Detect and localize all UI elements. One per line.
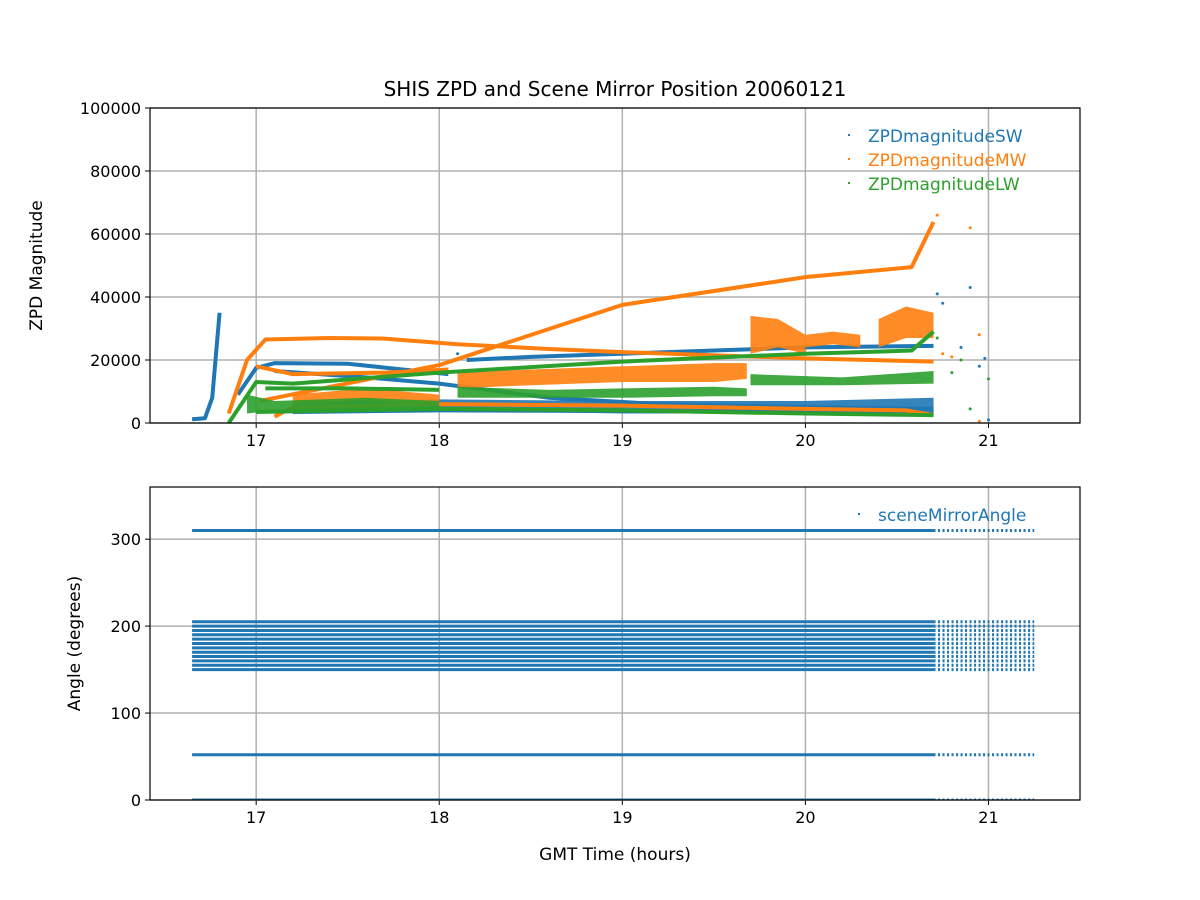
axes-frame bbox=[149, 486, 1081, 801]
y-tick-label: 100000 bbox=[80, 99, 141, 118]
scatter-track-ZPDmagnitudeMW bbox=[226, 335, 934, 415]
scatter-point-ZPDmagnitudeMW bbox=[977, 419, 981, 423]
scatter-point-ZPDmagnitudeSW bbox=[959, 345, 963, 349]
scatter-point-ZPDmagnitudeMW bbox=[968, 226, 972, 230]
x-axis-label: GMT Time (hours) bbox=[539, 845, 691, 865]
y-tick-label: 20000 bbox=[90, 351, 141, 370]
x-tick-label: 19 bbox=[612, 431, 632, 450]
legend-marker bbox=[858, 513, 860, 515]
y-tick-label: 60000 bbox=[90, 225, 141, 244]
x-tick-label: 18 bbox=[429, 431, 449, 450]
axes-frame bbox=[149, 107, 1081, 424]
scatter-band-ZPDmagnitudeMW bbox=[878, 306, 934, 348]
y-axis-label: ZPD Magnitude bbox=[27, 200, 47, 330]
y-tick-label: 40000 bbox=[90, 288, 141, 307]
legend-label: sceneMirrorAngle bbox=[878, 506, 1026, 526]
series-ZPDmagnitudeLW bbox=[227, 330, 990, 423]
scatter-point-ZPDmagnitudeSW bbox=[977, 364, 981, 368]
scatter-point-ZPDmagnitudeSW bbox=[983, 356, 987, 360]
legend-label: ZPDmagnitudeLW bbox=[868, 175, 1020, 195]
plot-area bbox=[191, 213, 990, 423]
scatter-point-ZPDmagnitudeSW bbox=[968, 286, 972, 290]
scatter-point-ZPDmagnitudeLW bbox=[950, 371, 954, 375]
scatter-track-ZPDmagnitudeLW bbox=[265, 386, 440, 392]
legend-marker bbox=[848, 134, 850, 136]
scatter-point-ZPDmagnitudeLW bbox=[968, 407, 972, 411]
y-tick-label: 0 bbox=[131, 791, 141, 810]
x-tick-label: 20 bbox=[795, 808, 815, 827]
top-axes-zpd-magnitude: 17 18 19 20 21 0 20000 40000 60000 80000 100000 ZPD… bbox=[27, 99, 1081, 450]
scatter-track-ZPDmagnitudeMW bbox=[255, 364, 449, 377]
scatter-track-ZPDmagnitudeSW bbox=[191, 312, 222, 422]
scatter-point-ZPDmagnitudeLW bbox=[959, 358, 963, 362]
series-sceneMirrorAngle bbox=[192, 528, 1035, 800]
y-tick-label: 0 bbox=[131, 414, 141, 433]
x-tick-label: 21 bbox=[978, 808, 998, 827]
x-tick-label: 19 bbox=[612, 808, 632, 827]
y-tick-label: 200 bbox=[110, 617, 141, 636]
scatter-point-ZPDmagnitudeLW bbox=[935, 336, 939, 340]
x-tick-label: 21 bbox=[978, 431, 998, 450]
plot-area bbox=[192, 528, 1035, 800]
scatter-point-ZPDmagnitudeLW bbox=[986, 377, 990, 381]
scatter-point-ZPDmagnitudeMW bbox=[977, 333, 981, 337]
scatter-point-ZPDmagnitudeSW bbox=[935, 292, 939, 296]
scatter-track-ZPDmagnitudeLW bbox=[256, 406, 934, 418]
scatter-band-ZPDmagnitudeMW bbox=[750, 315, 806, 354]
y-tick-label: 300 bbox=[110, 530, 141, 549]
scatter-band-ZPDmagnitudeMW bbox=[457, 363, 747, 389]
scatter-band-ZPDmagnitudeLW bbox=[457, 386, 747, 398]
scatter-point-ZPDmagnitudeSW bbox=[986, 418, 990, 422]
scatter-point-ZPDmagnitudeSW bbox=[456, 352, 460, 356]
scatter-point-ZPDmagnitudeMW bbox=[941, 352, 945, 356]
y-tick-label: 100 bbox=[110, 704, 141, 723]
scatter-track-ZPDmagnitudeLW bbox=[227, 330, 935, 423]
legend-marker bbox=[848, 158, 850, 160]
scatter-point-ZPDmagnitudeMW bbox=[950, 355, 954, 359]
scatter-band-ZPDmagnitudeMW bbox=[805, 331, 861, 348]
scatter-point-ZPDmagnitudeMW bbox=[935, 213, 939, 217]
y-axis-label: Angle (degrees) bbox=[65, 576, 85, 711]
y-tick-label: 80000 bbox=[90, 162, 141, 181]
legend-label: ZPDmagnitudeSW bbox=[868, 127, 1023, 147]
scatter-point-ZPDmagnitudeSW bbox=[941, 301, 945, 305]
legend-label: ZPDmagnitudeMW bbox=[868, 151, 1027, 171]
x-tick-label: 17 bbox=[246, 808, 266, 827]
x-tick-label: 18 bbox=[429, 808, 449, 827]
bottom-axes-scene-mirror-angle: 17 18 19 20 21 0 100 200 300 Angle (degrees) GMT T… bbox=[65, 486, 1081, 865]
x-tick-label: 17 bbox=[246, 431, 266, 450]
x-tick-label: 20 bbox=[795, 431, 815, 450]
chart-title: SHIS ZPD and Scene Mirror Position 20060… bbox=[384, 77, 847, 101]
scatter-band-ZPDmagnitudeLW bbox=[750, 371, 934, 386]
legend-marker bbox=[848, 182, 850, 184]
